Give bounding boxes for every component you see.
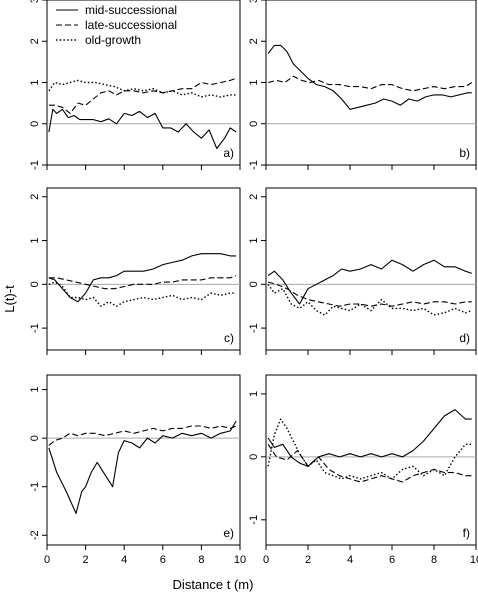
y-tick-label: 0	[248, 454, 260, 460]
x-tick-label: 8	[198, 554, 204, 566]
x-tick-label: 4	[121, 554, 127, 566]
y-tick-label: -1	[29, 482, 41, 492]
x-tick-label: 0	[44, 554, 50, 566]
y-tick-label: -1	[248, 515, 260, 525]
legend-entry-label: old-growth	[85, 33, 141, 47]
x-tick-label: 6	[389, 554, 395, 566]
y-tick-label: 1	[29, 387, 41, 393]
y-tick-label: 0	[248, 281, 260, 287]
y-tick-label: 0	[29, 281, 41, 287]
series-line-late-successional	[48, 77, 237, 114]
series-line-mid-successional	[267, 44, 472, 110]
y-tick-label: 1	[29, 237, 41, 243]
series-line-mid-successional	[48, 420, 237, 514]
series-line-late-successional	[267, 281, 472, 307]
panel-6: -1010246810f)	[248, 374, 478, 566]
series-line-old-growth	[48, 281, 237, 307]
series-line-old-growth	[48, 79, 237, 98]
y-tick-label: 1	[29, 79, 41, 85]
series-line-mid-successional	[48, 253, 237, 303]
y-tick-label: 0	[248, 121, 260, 127]
y-tick-label: 2	[248, 194, 260, 200]
panel-3: -1 0 1 2 c)	[29, 187, 241, 355]
x-tick-label: 8	[431, 554, 437, 566]
panel-label: e)	[223, 526, 234, 540]
y-tick-label: 1	[248, 237, 260, 243]
y-tick-label: 0	[29, 121, 41, 127]
series-line-late-successional	[267, 75, 473, 92]
y-tick-label: -1	[29, 160, 41, 170]
panel-label: c)	[224, 331, 234, 345]
x-axis-label: Distance t (m)	[173, 577, 254, 592]
panel-label: a)	[223, 146, 234, 160]
legend-entry-label: late-successional	[85, 18, 177, 32]
panel-1: -1 0 1 2 3 a)	[29, 0, 241, 170]
y-tick-label: 2	[29, 38, 41, 44]
panel-label: f)	[463, 526, 470, 540]
series-line-old-growth	[267, 418, 472, 480]
y-tick-label: -2	[29, 530, 41, 540]
legend: mid-successionallate-successionalold-gro…	[56, 3, 177, 47]
y-tick-label: 0	[29, 435, 41, 441]
panel-2: -1 0 1 2 3 b)	[248, 0, 477, 170]
y-tick-label: 1	[248, 79, 260, 85]
y-tick-label: -1	[248, 160, 260, 170]
series-line-late-successional	[48, 425, 237, 446]
panel-label: b)	[459, 146, 470, 160]
x-tick-label: 10	[234, 554, 246, 566]
y-tick-label: -1	[29, 323, 41, 333]
panel-frame	[46, 187, 241, 351]
x-tick-label: 0	[263, 554, 269, 566]
y-axis-label: L(t)-t	[2, 285, 17, 313]
y-tick-label: 3	[29, 0, 41, 3]
x-tick-label: 2	[83, 554, 89, 566]
panel-frame	[265, 374, 477, 546]
x-tick-label: 10	[470, 554, 478, 566]
panel-frame	[265, 187, 477, 351]
x-tick-label: 2	[305, 554, 311, 566]
panel-frame	[265, 0, 477, 166]
series-line-late-successional	[48, 275, 237, 290]
y-tick-label: 1	[248, 391, 260, 397]
y-tick-label: 2	[248, 38, 260, 44]
y-tick-label: -1	[248, 323, 260, 333]
x-tick-label: 6	[160, 554, 166, 566]
series-line-late-successional	[267, 443, 472, 483]
y-tick-label: 3	[248, 0, 260, 3]
series-line-old-growth	[267, 283, 473, 316]
panel-4: -1 0 1 2 d)	[248, 187, 477, 355]
x-tick-label: 4	[347, 554, 353, 566]
series-line-mid-successional	[48, 108, 237, 150]
panel-frame	[46, 374, 241, 546]
y-tick-label: 2	[29, 194, 41, 200]
legend-entry-label: mid-successional	[85, 3, 177, 17]
series-line-mid-successional	[267, 259, 472, 305]
panel-label: d)	[459, 331, 470, 345]
series-line-mid-successional	[267, 409, 472, 467]
